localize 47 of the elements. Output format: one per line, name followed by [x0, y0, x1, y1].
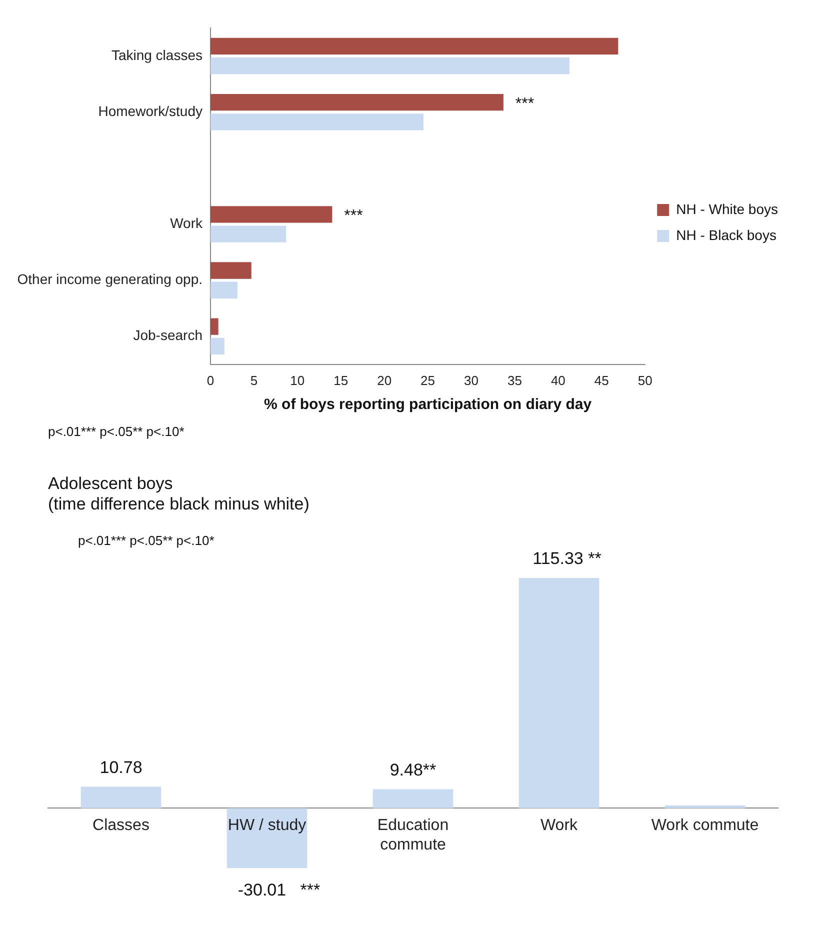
data-label: -30.01 ***	[238, 880, 320, 900]
bar	[80, 786, 162, 808]
bar	[210, 318, 218, 335]
text: p<.01*** p<.05** p<.10*	[48, 424, 184, 440]
x-tick-label: 30	[464, 372, 478, 388]
chart-title: Adolescent boys (time difference black minus white)	[48, 474, 310, 514]
x-tick-label: 20	[377, 372, 392, 388]
data-label: 10.78	[100, 758, 142, 777]
bar	[210, 226, 286, 242]
legend-label: NH - Black boys	[676, 226, 776, 243]
y-tick-label: Other income generating opp.	[17, 271, 202, 288]
x-tick-label: 5	[250, 372, 258, 388]
bar	[210, 338, 224, 355]
text: p<.01*** p<.05** p<.10*	[78, 532, 214, 548]
bar	[210, 38, 618, 55]
x-tick-label: 0	[206, 372, 214, 388]
data-label: 115.33 **	[532, 549, 602, 568]
bar	[210, 94, 504, 111]
legend-label: NH - White boys	[676, 200, 778, 217]
y-tick-label: Taking classes	[111, 46, 202, 63]
bar	[210, 262, 252, 279]
y-tick-label: Work	[170, 215, 204, 232]
x-tick-label: HW / study	[228, 817, 306, 834]
annotation: ***	[515, 96, 534, 113]
bar	[210, 58, 570, 74]
bar	[210, 114, 424, 130]
x-tick-label: Work commute	[651, 817, 759, 834]
x-tick-label: 10	[290, 372, 305, 388]
bar	[210, 282, 238, 298]
x-tick-label: Classes	[92, 817, 150, 834]
x-tick-label: Education commute	[377, 817, 449, 854]
x-tick-label: 35	[507, 372, 522, 388]
bar	[518, 578, 600, 808]
x-tick-label: 45	[594, 372, 609, 388]
y-tick-label: Homework/study	[98, 102, 202, 119]
x-axis-title: % of boys reporting participation on diary day	[264, 396, 592, 414]
x-tick-label: Work	[540, 817, 579, 834]
y-tick-label: Job-search	[133, 327, 202, 344]
x-tick-label: 15	[334, 372, 348, 388]
bar	[372, 789, 454, 808]
data-label: 9.48**	[390, 760, 437, 780]
bar	[226, 808, 308, 868]
x-tick-label: 40	[550, 372, 566, 388]
bar	[210, 206, 332, 223]
x-tick-label: 50	[638, 372, 652, 388]
x-tick-label: 25	[420, 372, 436, 388]
annotation: ***	[344, 208, 363, 225]
